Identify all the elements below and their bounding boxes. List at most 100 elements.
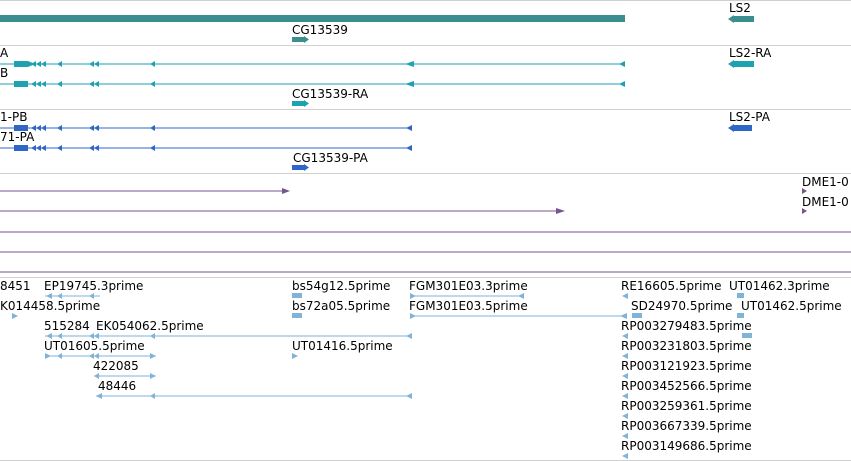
cds-label-ls2-pa[interactable]: LS2-PA bbox=[729, 110, 770, 124]
cds-label-row1[interactable]: 1-PB bbox=[0, 110, 28, 124]
est-bs54g12-block[interactable] bbox=[292, 293, 302, 298]
est-k014458-arrow[interactable] bbox=[12, 313, 18, 319]
est-ut01605-end[interactable] bbox=[150, 353, 156, 359]
transcript-label-ls2-ra[interactable]: LS2-RA bbox=[729, 46, 772, 60]
est-fgm301e03-5-start[interactable] bbox=[410, 313, 416, 319]
est-label-515284[interactable]: 515284 bbox=[44, 319, 90, 333]
est-rp003452566-arrow[interactable] bbox=[622, 393, 628, 399]
cds-ls2-pa[interactable] bbox=[734, 125, 752, 131]
cds-row2-arrow bbox=[41, 145, 46, 151]
est-ek054062-end[interactable] bbox=[406, 333, 412, 339]
transcript-row1-exon-right[interactable] bbox=[405, 61, 414, 67]
est-label-ut01462-5[interactable]: UT01462.5prime bbox=[741, 299, 842, 313]
est-ut01462-3-block[interactable] bbox=[737, 293, 744, 298]
est-label-fgm301e03-5[interactable]: FGM301E03.5prime bbox=[409, 299, 528, 313]
transcript-row2-arrow bbox=[41, 81, 46, 87]
transcript-row2-exon-end[interactable] bbox=[619, 81, 625, 87]
transcript-label-row1[interactable]: A bbox=[0, 46, 9, 60]
est-label-ut01416[interactable]: UT01416.5prime bbox=[292, 339, 393, 353]
est-fgm301e03-3-end[interactable] bbox=[518, 293, 524, 299]
est-rp003667339-arrow[interactable] bbox=[622, 433, 628, 439]
track-divider bbox=[0, 109, 851, 110]
transcript-row2-exon[interactable] bbox=[14, 81, 28, 87]
est-rp003279483-block[interactable] bbox=[742, 333, 752, 338]
est-rp003279483-arrow[interactable] bbox=[622, 333, 628, 339]
est-rp003259361-arrow[interactable] bbox=[622, 413, 628, 419]
cds-row1-exon[interactable] bbox=[14, 125, 28, 131]
gene-feature-cg13539[interactable] bbox=[292, 37, 304, 42]
cds-cg13539-pa[interactable] bbox=[292, 165, 304, 170]
est-label-rp003231803[interactable]: RP003231803.5prime bbox=[621, 339, 752, 353]
est-label-rp003279483[interactable]: RP003279483.5prime bbox=[621, 319, 752, 333]
gene-label-ls2[interactable]: LS2 bbox=[729, 1, 751, 15]
est-fgm301e03-3-start[interactable] bbox=[410, 293, 416, 299]
est-ut01462-5-block[interactable] bbox=[737, 313, 744, 318]
est-sd24970-block[interactable] bbox=[632, 313, 642, 318]
est-label-ut01462-3[interactable]: UT01462.3prime bbox=[729, 279, 830, 293]
cds-row2-exon-right[interactable] bbox=[406, 145, 412, 151]
transcript-ls2-ra[interactable] bbox=[734, 61, 754, 67]
gene-feature-ls2[interactable] bbox=[734, 16, 754, 22]
gene-feature-left[interactable] bbox=[0, 15, 625, 22]
transcript-row2-exon-right[interactable] bbox=[405, 81, 414, 87]
transcript-label-row2[interactable]: B bbox=[0, 66, 9, 80]
cds-row2-arrow bbox=[36, 145, 41, 151]
est-ut01416-arrow[interactable] bbox=[292, 353, 298, 359]
est-label-rp003149686[interactable]: RP003149686.5prime bbox=[621, 439, 752, 453]
transcript-row1-arrow bbox=[150, 61, 155, 67]
alignment-dme1-b-marker[interactable] bbox=[802, 208, 807, 214]
est-label-k014458[interactable]: K014458.5prime bbox=[0, 299, 101, 313]
est-label-ek054062[interactable]: EK054062.5prime bbox=[96, 319, 204, 333]
est-fgm301e03-5-end[interactable] bbox=[620, 313, 627, 319]
cds-row1-exon-right[interactable] bbox=[406, 125, 412, 131]
cds-label-row2[interactable]: 71-PA bbox=[0, 130, 35, 144]
cds-track bbox=[0, 124, 752, 171]
est-label-rp003667339[interactable]: RP003667339.5prime bbox=[621, 419, 752, 433]
est-label-bs54g12[interactable]: bs54g12.5prime bbox=[292, 279, 391, 293]
gene-track bbox=[0, 15, 754, 43]
transcript-ls2-ra-arrow bbox=[728, 60, 734, 68]
est-rp003231803-arrow[interactable] bbox=[622, 353, 628, 359]
est-label-ep19745[interactable]: EP19745.3prime bbox=[44, 279, 144, 293]
est-ek054062-arrow bbox=[89, 333, 94, 339]
cds-row1-arrow bbox=[94, 125, 99, 131]
est-label-ut01605[interactable]: UT01605.5prime bbox=[44, 339, 145, 353]
cds-row1-arrow bbox=[57, 125, 62, 131]
cds-label-cg13539-pa[interactable]: CG13539-PA bbox=[293, 151, 368, 165]
est-rp003149686-arrow[interactable] bbox=[622, 453, 628, 459]
est-48446-end[interactable] bbox=[406, 393, 412, 399]
cds-row2-exon[interactable] bbox=[14, 145, 28, 151]
est-label-422085[interactable]: 422085 bbox=[93, 359, 139, 373]
alignment-row1-arrow bbox=[282, 188, 290, 194]
est-ek054062-arrow bbox=[94, 333, 99, 339]
est-label-fgm301e03-3[interactable]: FGM301E03.3prime bbox=[409, 279, 528, 293]
est-label-rp003121923[interactable]: RP003121923.5prime bbox=[621, 359, 752, 373]
est-label-rp003452566[interactable]: RP003452566.5prime bbox=[621, 379, 752, 393]
transcript-row1-exon-end[interactable] bbox=[619, 61, 625, 67]
est-label-sd24970[interactable]: SD24970.5prime bbox=[631, 299, 733, 313]
est-label-rp003259361[interactable]: RP003259361.5prime bbox=[621, 399, 752, 413]
est-label-48446[interactable]: 48446 bbox=[98, 379, 137, 393]
est-rp003121923-arrow[interactable] bbox=[622, 373, 628, 379]
transcript-row1-arrow bbox=[57, 61, 62, 67]
est-label-8451[interactable]: 8451 bbox=[0, 279, 31, 293]
track-divider bbox=[0, 45, 851, 46]
est-bs72a05-block[interactable] bbox=[292, 313, 302, 318]
est-label-bs72a05[interactable]: bs72a05.5prime bbox=[292, 299, 391, 313]
est-ut01605-arrow bbox=[94, 353, 99, 359]
transcript-row1-exon[interactable] bbox=[14, 61, 28, 67]
est-re16605-arrow[interactable] bbox=[622, 293, 628, 299]
transcript-label-cg13539-ra[interactable]: CG13539-RA bbox=[292, 87, 369, 101]
est-422085-end[interactable] bbox=[150, 373, 156, 379]
transcript-cg13539-ra[interactable] bbox=[292, 101, 304, 106]
est-row1-arrow bbox=[46, 293, 52, 299]
est-48446-arrow bbox=[150, 393, 155, 399]
alignment-dme1-a-marker[interactable] bbox=[802, 188, 807, 194]
transcript-row2-arrow bbox=[150, 81, 155, 87]
gene-label-cg13539[interactable]: CG13539 bbox=[292, 23, 348, 37]
est-label-re16605[interactable]: RE16605.5prime bbox=[621, 279, 722, 293]
alignment-label-dme1-b[interactable]: DME1-0 bbox=[802, 195, 849, 209]
alignment-label-dme1-a[interactable]: DME1-0 bbox=[802, 175, 849, 189]
